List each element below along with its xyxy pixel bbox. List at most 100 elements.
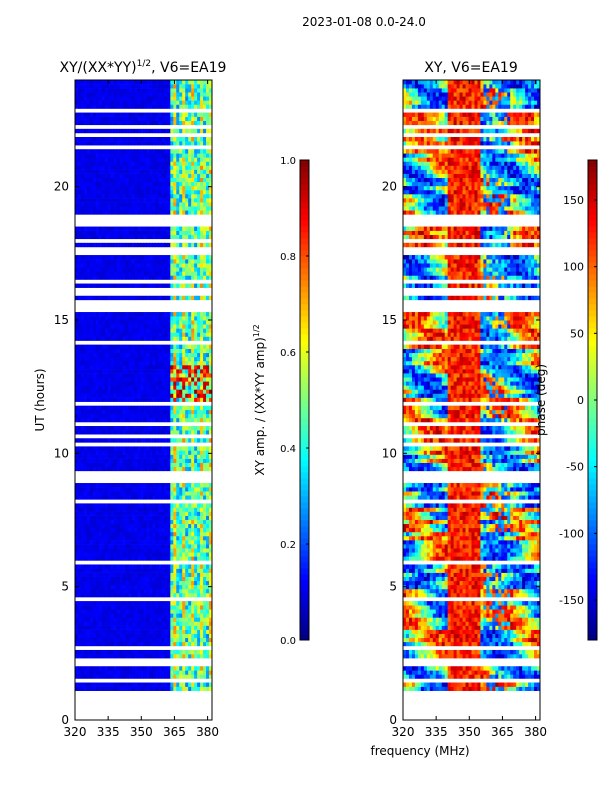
amp-cell — [143, 580, 147, 586]
amp-cell — [143, 332, 147, 337]
amp-cell — [131, 548, 135, 553]
amp-cell — [209, 426, 213, 431]
amp-cell — [182, 165, 186, 170]
amp-cell — [191, 637, 195, 643]
amp-cell — [101, 336, 106, 341]
amp-cell — [125, 523, 130, 529]
amp-cell — [83, 686, 88, 691]
amp-cell — [110, 462, 115, 468]
amp-cell — [176, 377, 180, 382]
amp-cell — [113, 637, 118, 643]
amp-cell — [137, 633, 141, 639]
amp-cell — [110, 364, 115, 370]
amp-cell — [182, 584, 186, 590]
amp-cell — [143, 271, 147, 276]
amp-cell — [143, 686, 147, 691]
amp-cell — [98, 409, 103, 415]
amp-cell — [197, 641, 201, 647]
amp-cell — [86, 267, 91, 272]
amp-cell — [110, 483, 115, 488]
amp-cell — [116, 373, 121, 378]
amp-cell — [95, 588, 100, 594]
amp-cell — [95, 332, 100, 337]
amp-cell — [176, 137, 180, 142]
amp-cell — [75, 364, 79, 370]
amp-cell — [152, 198, 156, 203]
amp-cell — [113, 588, 118, 594]
amp-cell — [185, 674, 189, 679]
amp-cell — [86, 161, 91, 166]
amp-cell — [173, 332, 177, 337]
amp-cell — [77, 446, 82, 451]
amp-cell — [206, 531, 210, 537]
amp-cell — [116, 165, 121, 170]
amp-cell — [86, 295, 91, 301]
amp-cell — [146, 189, 150, 195]
amp-cell — [104, 450, 109, 455]
amp-cell — [95, 295, 100, 301]
amp-cell — [173, 588, 177, 594]
amp-cell — [86, 202, 91, 207]
amp-cell — [122, 381, 127, 386]
amp-cell — [140, 316, 144, 321]
amp-cell — [143, 185, 147, 191]
amp-cell — [125, 267, 130, 272]
amp-cell — [203, 511, 207, 516]
amp-cell — [173, 210, 177, 215]
amp-cell — [113, 141, 118, 146]
amp-cell — [77, 364, 82, 370]
amp-cell — [203, 393, 207, 398]
amp-cell — [140, 259, 144, 264]
amp-cell — [137, 202, 141, 207]
amp-cell — [128, 360, 132, 366]
amp-cell — [119, 336, 124, 341]
amp-cell — [209, 519, 213, 525]
amp-cell — [83, 523, 88, 529]
amp-cell — [104, 670, 109, 675]
amp-cell — [86, 654, 91, 659]
amp-cell — [101, 157, 106, 162]
amp-cell — [185, 149, 189, 154]
amp-cell — [203, 405, 207, 411]
amp-cell — [194, 360, 198, 366]
amp-cell — [77, 523, 82, 529]
amp-cell — [170, 609, 174, 614]
amp-cell — [164, 295, 168, 301]
amp-cell — [98, 336, 103, 341]
amp-cell — [203, 576, 207, 582]
amp-cell — [206, 605, 210, 610]
amp-cell — [119, 491, 124, 496]
amp-cell — [206, 263, 210, 268]
amp-cell — [110, 169, 115, 174]
amp-cell — [152, 389, 156, 394]
amp-cell — [113, 324, 118, 329]
amp-cell — [83, 629, 88, 634]
amp-cell — [107, 202, 112, 207]
amp-cell — [110, 210, 115, 215]
amp-cell — [140, 605, 144, 610]
amp-cell — [158, 259, 162, 264]
amp-cell — [80, 564, 85, 569]
amp-cell — [161, 495, 165, 500]
amp-cell — [83, 206, 88, 211]
amp-cell — [113, 202, 118, 207]
amp-cell — [143, 295, 147, 301]
amp-cell — [149, 149, 153, 154]
amp-cell — [197, 312, 201, 317]
amp-cell — [98, 344, 103, 349]
amp-cell — [113, 438, 118, 443]
amp-cell — [188, 462, 192, 468]
amp-cell — [101, 625, 106, 630]
amp-cell — [158, 364, 162, 370]
amp-cell — [194, 552, 198, 557]
amp-cell — [149, 674, 153, 679]
amp-cell — [188, 336, 192, 341]
amp-cell — [107, 181, 112, 187]
amp-cell — [137, 137, 141, 142]
amp-cell — [173, 202, 177, 207]
amp-cell — [182, 369, 186, 374]
amp-cell — [146, 377, 150, 382]
amp-cell — [164, 153, 168, 158]
amp-cell — [206, 438, 210, 443]
amp-cell — [146, 161, 150, 166]
